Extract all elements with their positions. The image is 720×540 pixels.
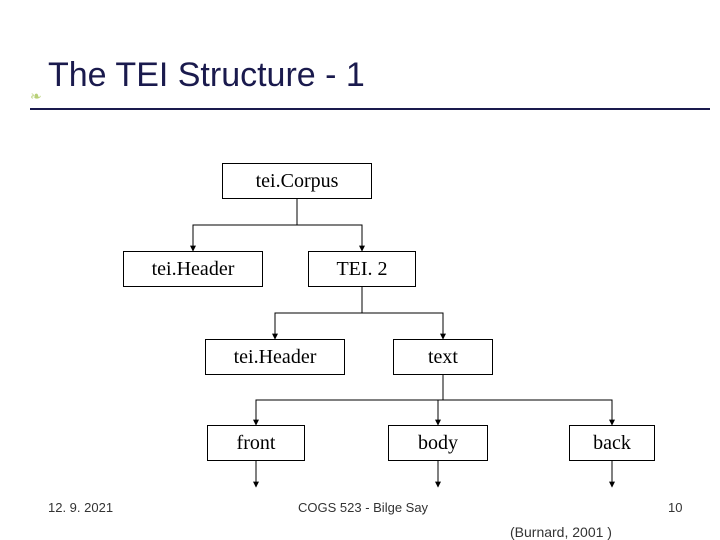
node-text: text bbox=[393, 339, 493, 375]
title-underline bbox=[30, 108, 710, 110]
footer-center: COGS 523 - Bilge Say bbox=[298, 500, 428, 515]
node-tei2: TEI. 2 bbox=[308, 251, 416, 287]
node-back: back bbox=[569, 425, 655, 461]
footer-cite: (Burnard, 2001 ) bbox=[510, 524, 612, 540]
footer-page: 10 bbox=[668, 500, 682, 515]
node-teiHeaderB: tei.Header bbox=[205, 339, 345, 375]
node-front: front bbox=[207, 425, 305, 461]
node-body: body bbox=[388, 425, 488, 461]
node-teiCorpus: tei.Corpus bbox=[222, 163, 372, 199]
footer-date: 12. 9. 2021 bbox=[48, 500, 113, 515]
slide-title: The TEI Structure - 1 bbox=[48, 56, 365, 95]
title-bullet-icon: ❧ bbox=[30, 88, 42, 105]
node-teiHeaderA: tei.Header bbox=[123, 251, 263, 287]
